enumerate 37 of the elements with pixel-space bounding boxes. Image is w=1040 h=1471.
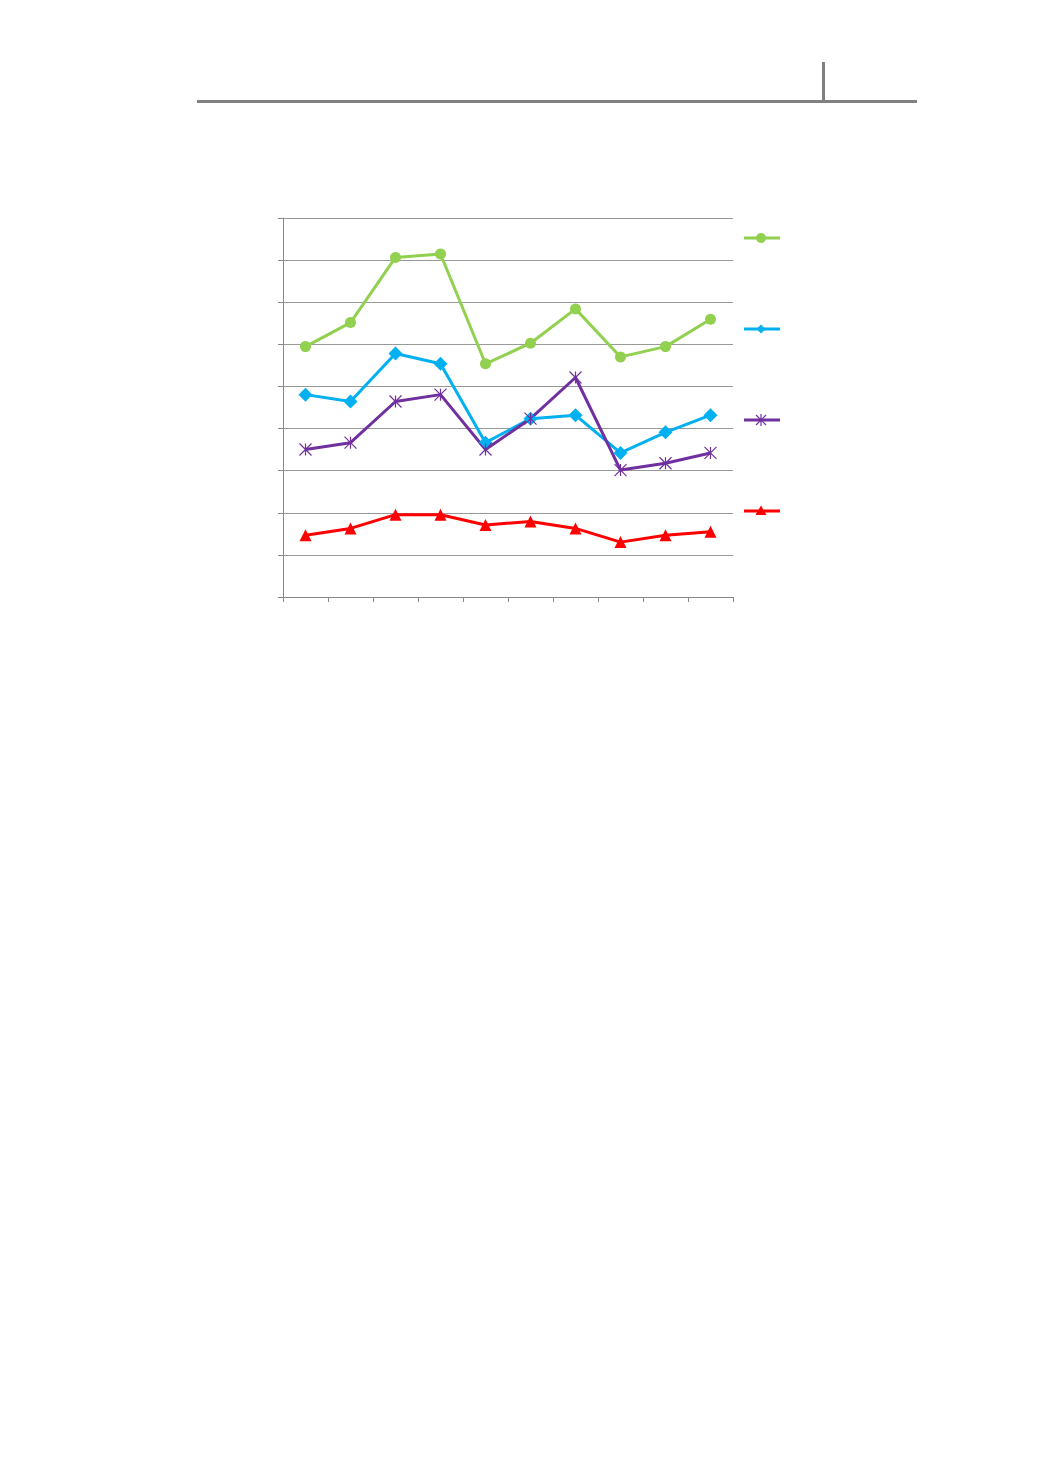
point: [345, 317, 356, 329]
point: [433, 388, 448, 402]
point: [658, 425, 673, 440]
point: [343, 436, 358, 450]
point: [703, 408, 718, 423]
point: [568, 408, 583, 423]
point: [298, 387, 313, 402]
point: [613, 445, 628, 460]
point: [659, 529, 672, 542]
point: [389, 508, 402, 521]
point: [388, 346, 403, 361]
point: [480, 358, 491, 370]
point: [435, 248, 446, 260]
point: [298, 442, 313, 457]
point: [660, 341, 671, 353]
point: [705, 313, 716, 325]
point: [703, 446, 718, 460]
point: [704, 525, 717, 538]
point: [614, 536, 627, 549]
point: [300, 341, 311, 353]
point: [525, 337, 536, 349]
point: [658, 456, 673, 470]
point: [613, 463, 628, 477]
point: [390, 251, 401, 263]
point: [524, 515, 537, 528]
point: [388, 394, 403, 409]
point: [568, 370, 583, 385]
point: [478, 442, 493, 457]
point: [434, 508, 447, 521]
point: [569, 522, 582, 535]
point: [344, 522, 357, 535]
point: [570, 303, 581, 315]
point: [433, 356, 448, 371]
point: [615, 351, 626, 363]
point: [299, 529, 312, 542]
point: [343, 394, 358, 409]
point: [479, 518, 492, 531]
